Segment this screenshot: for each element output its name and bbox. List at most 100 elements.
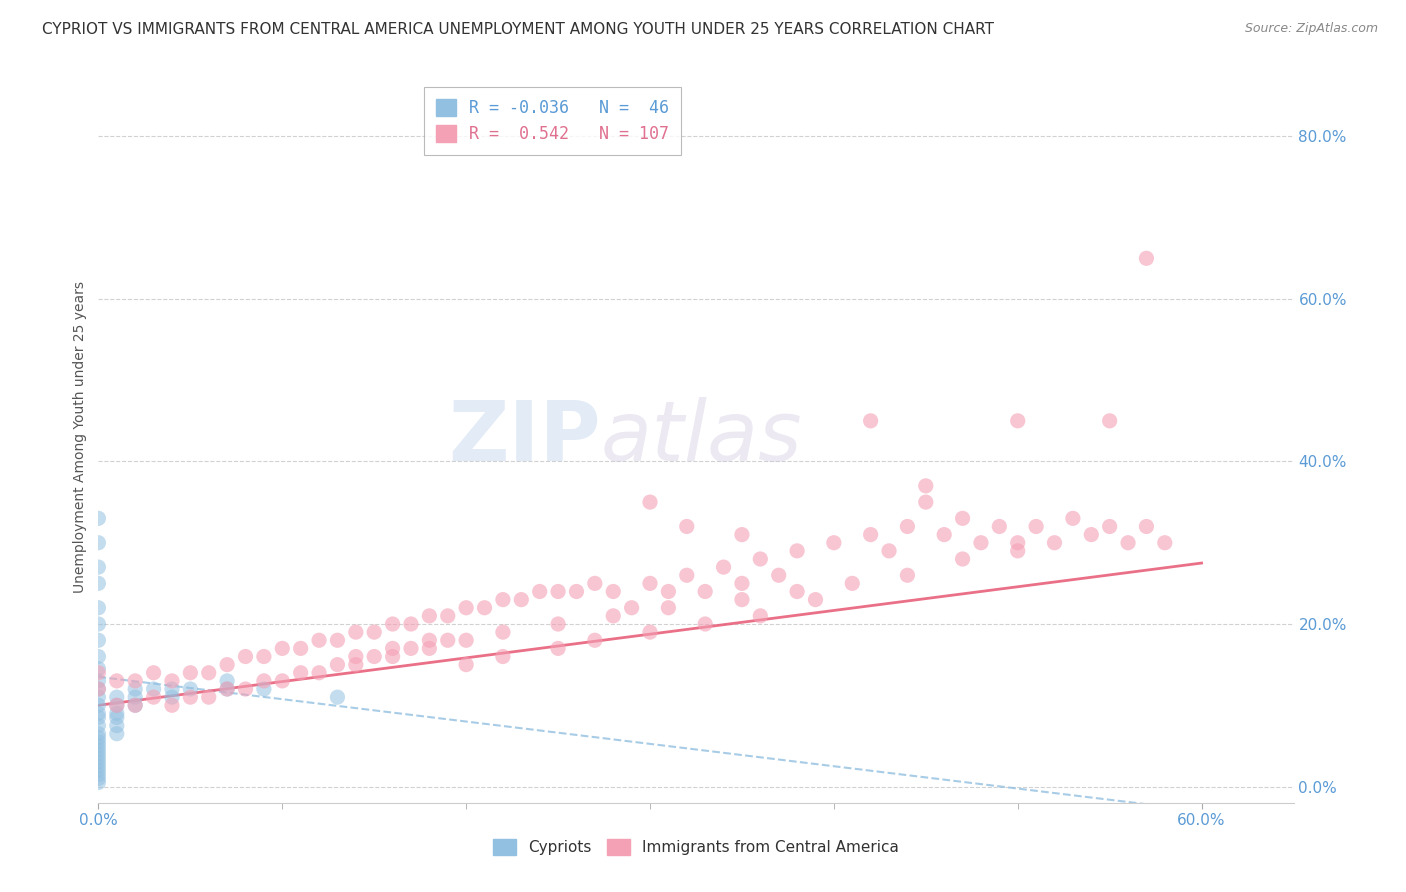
Point (988, 519, 1011, 533)
Point (344, 657, 367, 672)
Point (492, 592, 515, 607)
Point (474, 600, 496, 615)
Point (1043, 535, 1066, 549)
Point (583, 633, 606, 648)
Point (105, 673, 128, 688)
Point (87, 747, 110, 761)
Point (841, 576, 863, 591)
Point (1098, 519, 1121, 533)
Point (290, 641, 312, 656)
Point (1007, 414, 1029, 428)
Point (124, 673, 146, 688)
Point (675, 568, 697, 582)
Point (695, 617, 717, 632)
Point (87, 662, 110, 676)
Point (87, 775, 110, 789)
Point (731, 527, 754, 541)
Point (87, 764, 110, 778)
Point (859, 527, 882, 541)
Point (436, 608, 458, 623)
Point (713, 560, 735, 574)
Point (87, 673, 110, 688)
Point (87, 718, 110, 732)
Point (87, 731, 110, 745)
Point (160, 673, 183, 688)
Point (1007, 535, 1029, 549)
Point (657, 584, 679, 599)
Text: atlas: atlas (600, 397, 801, 477)
Text: ZIP: ZIP (449, 397, 600, 477)
Point (235, 681, 257, 696)
Point (381, 617, 404, 632)
Point (160, 698, 183, 713)
Point (896, 568, 918, 582)
Point (87, 743, 110, 757)
Point (253, 673, 276, 688)
Point (87, 649, 110, 664)
Point (87, 511, 110, 525)
Point (87, 535, 110, 549)
Point (308, 665, 330, 680)
Point (179, 681, 201, 696)
Point (124, 681, 146, 696)
Point (87, 755, 110, 769)
Point (786, 584, 808, 599)
Point (253, 681, 276, 696)
Point (105, 727, 128, 741)
Point (638, 576, 661, 591)
Point (1153, 535, 1175, 549)
Point (363, 625, 385, 640)
Point (235, 649, 257, 664)
Point (914, 479, 936, 493)
Point (399, 641, 422, 656)
Point (492, 625, 515, 640)
Point (547, 617, 569, 632)
Point (418, 608, 440, 623)
Point (952, 511, 974, 525)
Point (731, 576, 754, 591)
Point (547, 584, 569, 599)
Point (197, 665, 219, 680)
Point (363, 649, 385, 664)
Point (87, 767, 110, 781)
Point (142, 681, 165, 696)
Point (87, 690, 110, 705)
Point (217, 681, 239, 696)
Point (1135, 252, 1157, 266)
Point (87, 739, 110, 753)
Point (105, 698, 128, 713)
Point (418, 641, 440, 656)
Point (160, 690, 183, 705)
Point (87, 751, 110, 765)
Point (731, 592, 754, 607)
Point (768, 568, 790, 582)
Point (749, 552, 772, 566)
Point (326, 657, 349, 672)
Point (87, 560, 110, 574)
Point (952, 552, 974, 566)
Point (217, 673, 239, 688)
Point (529, 584, 551, 599)
Point (87, 633, 110, 648)
Point (804, 592, 827, 607)
Point (179, 690, 201, 705)
Point (87, 759, 110, 773)
Point (1007, 544, 1029, 558)
Text: CYPRIOT VS IMMIGRANTS FROM CENTRAL AMERICA UNEMPLOYMENT AMONG YOUTH UNDER 25 YEA: CYPRIOT VS IMMIGRANTS FROM CENTRAL AMERI… (42, 22, 994, 37)
Point (105, 690, 128, 705)
Point (105, 706, 128, 721)
Point (602, 584, 624, 599)
Point (749, 608, 772, 623)
Point (1080, 527, 1102, 541)
Point (418, 633, 440, 648)
Point (87, 772, 110, 786)
Point (179, 665, 201, 680)
Point (1116, 535, 1139, 549)
Point (695, 584, 717, 599)
Point (105, 710, 128, 724)
Point (87, 698, 110, 713)
Point (381, 649, 404, 664)
Point (87, 706, 110, 721)
Point (934, 527, 956, 541)
Point (456, 633, 478, 648)
